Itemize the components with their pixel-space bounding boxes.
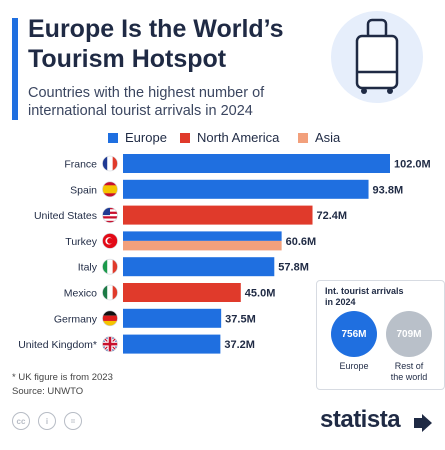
- legend-swatch-europe: [108, 132, 118, 143]
- category-label: France: [64, 159, 97, 171]
- legend-label-asia: Asia: [315, 130, 341, 145]
- legend: Europe North America Asia: [0, 130, 445, 148]
- value-label: 37.5M: [225, 313, 256, 325]
- legend-swatch-north-america: [180, 132, 190, 143]
- germany-flag-icon: [102, 310, 118, 327]
- subtitle: Countries with the highest number of int…: [28, 84, 318, 120]
- cc-icon[interactable]: cc: [12, 412, 30, 430]
- rest-of-world-bubble: 709M: [386, 311, 432, 357]
- bar-germany: [123, 308, 222, 328]
- bar-chart: France 102.0M Spain 93.8M United States 72.4M…: [18, 154, 431, 354]
- europe-bubble: 756M: [331, 311, 377, 357]
- europe-bubble-value: 756M: [341, 328, 367, 340]
- bar-turkey-europe: [123, 231, 282, 241]
- footer: cc i = statista: [0, 400, 445, 450]
- spain-flag-icon: [102, 181, 118, 198]
- legend-label-north-america: North America: [197, 130, 280, 145]
- value-label: 57.8M: [278, 262, 309, 274]
- attribution-icon[interactable]: i: [38, 412, 56, 430]
- legend-label-europe: Europe: [125, 130, 167, 145]
- rest-label-line-1: Rest of: [394, 361, 424, 371]
- subtitle-line-1: Countries with the highest number of: [28, 85, 265, 101]
- luggage-icon: [331, 11, 423, 103]
- legend-item-europe: Europe: [108, 130, 167, 145]
- category-label: Italy: [78, 262, 98, 274]
- no-derivatives-icon[interactable]: =: [64, 412, 82, 430]
- europe-bubble-label: Europe: [339, 361, 369, 371]
- value-label: 102.0M: [394, 159, 431, 171]
- legend-swatch-asia: [298, 132, 308, 143]
- footnote: * UK figure is from 2023: [12, 372, 113, 383]
- inset-title-line-1: Int. tourist arrivals: [325, 286, 404, 296]
- value-label: 60.6M: [286, 236, 317, 248]
- subtitle-line-2: international tourist arrivals in 2024: [28, 103, 253, 119]
- inset-title-line-2: in 2024: [325, 297, 356, 307]
- category-label: Spain: [70, 184, 97, 196]
- category-label: Turkey: [65, 236, 97, 248]
- rest-bubble-label: Rest of the world: [381, 361, 437, 383]
- statista-logo[interactable]: statista: [320, 406, 401, 433]
- france-flag-icon: [102, 155, 118, 172]
- rest-label-line-2: the world: [390, 372, 428, 382]
- legend-item-north-america: North America: [180, 130, 279, 145]
- category-label: United Kingdom*: [18, 339, 97, 351]
- italy-flag-icon: [102, 258, 118, 275]
- rest-bubble-value: 709M: [396, 328, 422, 340]
- page-title: Europe Is the World’s Tourism Hotspot: [28, 14, 328, 74]
- turkey-flag-icon: [102, 233, 118, 249]
- value-label: 37.2M: [224, 339, 255, 351]
- bar-italy: [123, 257, 275, 277]
- accent-bar: [12, 18, 18, 120]
- bar-spain: [123, 179, 369, 199]
- value-label: 45.0M: [245, 288, 276, 300]
- bar-mexico: [123, 283, 241, 302]
- source-note: Source: UNWTO: [12, 386, 84, 397]
- bar-france: [123, 154, 390, 173]
- mexico-flag-icon: [102, 284, 118, 301]
- category-label: Mexico: [64, 288, 97, 300]
- value-label: 72.4M: [317, 210, 348, 222]
- category-label: United States: [34, 210, 97, 222]
- category-label: Germany: [54, 313, 98, 325]
- inset-title: Int. tourist arrivals in 2024: [325, 286, 441, 308]
- title-line-2: Tourism Hotspot: [28, 45, 227, 73]
- bar-united-kingdom: [123, 334, 221, 354]
- value-label: 93.8M: [373, 184, 404, 196]
- statista-logo-mark-icon: [414, 414, 432, 432]
- usa-flag-icon: [102, 207, 118, 223]
- uk-flag-icon: [102, 336, 118, 352]
- bar-turkey-asia: [123, 240, 282, 251]
- title-line-1: Europe Is the World’s: [28, 15, 284, 43]
- legend-item-asia: Asia: [298, 130, 340, 145]
- bar-united-states: [123, 205, 313, 225]
- inset-panel: Int. tourist arrivals in 2024 756M 709M …: [316, 280, 445, 390]
